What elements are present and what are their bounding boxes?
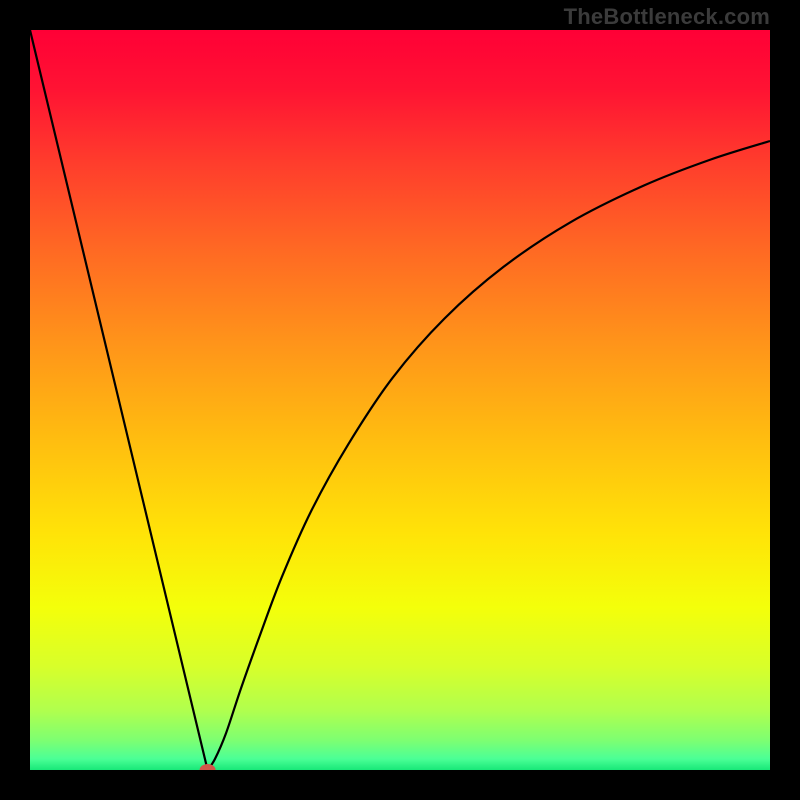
minimum-marker [200, 764, 216, 770]
curve-layer [30, 30, 770, 770]
chart-frame: TheBottleneck.com [0, 0, 800, 800]
bottleneck-curve [30, 30, 770, 770]
watermark-text: TheBottleneck.com [564, 4, 770, 30]
plot-area [30, 30, 770, 770]
